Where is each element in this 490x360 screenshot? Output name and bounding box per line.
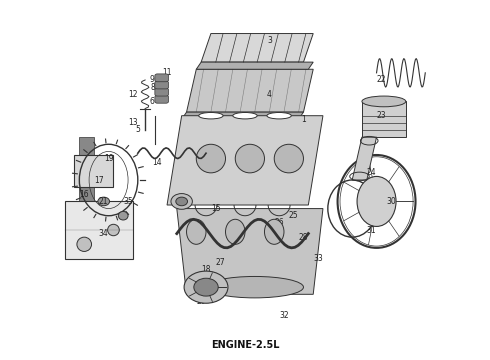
Text: 7: 7: [155, 90, 160, 99]
Text: 9: 9: [150, 76, 155, 85]
Text: 24: 24: [367, 168, 376, 177]
Ellipse shape: [98, 197, 110, 206]
Polygon shape: [182, 112, 303, 119]
Text: 25: 25: [289, 211, 298, 220]
FancyBboxPatch shape: [155, 88, 169, 96]
Polygon shape: [74, 155, 114, 187]
Text: 26: 26: [274, 219, 284, 228]
FancyBboxPatch shape: [155, 81, 169, 89]
Text: 11: 11: [162, 68, 172, 77]
Polygon shape: [79, 137, 94, 216]
Ellipse shape: [206, 276, 303, 298]
Ellipse shape: [77, 237, 92, 251]
Text: 22: 22: [377, 76, 386, 85]
Ellipse shape: [265, 219, 284, 244]
Polygon shape: [362, 102, 406, 137]
Ellipse shape: [362, 96, 406, 107]
Ellipse shape: [176, 197, 188, 206]
Text: 30: 30: [386, 197, 396, 206]
Text: 23: 23: [377, 111, 386, 120]
Text: 35: 35: [123, 197, 133, 206]
Ellipse shape: [194, 278, 218, 296]
Text: 12: 12: [128, 90, 138, 99]
Text: 1: 1: [301, 115, 306, 124]
Ellipse shape: [199, 112, 223, 119]
Text: ENGINE-2.5L: ENGINE-2.5L: [211, 340, 279, 350]
Text: 2: 2: [292, 154, 296, 163]
Text: 29: 29: [196, 297, 206, 306]
Text: 19: 19: [104, 154, 113, 163]
Polygon shape: [187, 69, 313, 112]
Text: 3: 3: [267, 36, 272, 45]
Text: 15: 15: [211, 204, 220, 213]
Text: 32: 32: [279, 311, 289, 320]
Text: 17: 17: [94, 176, 104, 185]
FancyBboxPatch shape: [155, 74, 169, 82]
Ellipse shape: [357, 176, 396, 226]
Ellipse shape: [196, 144, 225, 173]
Ellipse shape: [108, 224, 119, 236]
Text: 14: 14: [152, 158, 162, 167]
Ellipse shape: [233, 112, 257, 119]
Ellipse shape: [187, 219, 206, 244]
Text: 6: 6: [150, 97, 155, 106]
Text: 27: 27: [216, 258, 225, 267]
Ellipse shape: [267, 112, 291, 119]
Polygon shape: [352, 137, 376, 180]
Polygon shape: [177, 208, 323, 294]
Text: 16: 16: [79, 190, 89, 199]
Ellipse shape: [184, 271, 228, 303]
Text: 13: 13: [128, 118, 138, 127]
Ellipse shape: [118, 211, 128, 220]
Polygon shape: [196, 62, 313, 69]
FancyBboxPatch shape: [155, 95, 169, 103]
Text: 8: 8: [150, 83, 155, 92]
Text: 28: 28: [299, 233, 308, 242]
Text: 18: 18: [201, 265, 211, 274]
Ellipse shape: [274, 144, 303, 173]
Text: 5: 5: [135, 126, 140, 135]
Text: 4: 4: [267, 90, 272, 99]
Text: 33: 33: [313, 254, 323, 263]
Text: 31: 31: [367, 225, 376, 234]
Polygon shape: [201, 33, 313, 62]
Text: 21: 21: [99, 197, 108, 206]
Ellipse shape: [225, 219, 245, 244]
Text: 34: 34: [99, 229, 109, 238]
Polygon shape: [65, 202, 133, 258]
Polygon shape: [167, 116, 323, 205]
Ellipse shape: [235, 144, 265, 173]
Ellipse shape: [171, 194, 193, 209]
